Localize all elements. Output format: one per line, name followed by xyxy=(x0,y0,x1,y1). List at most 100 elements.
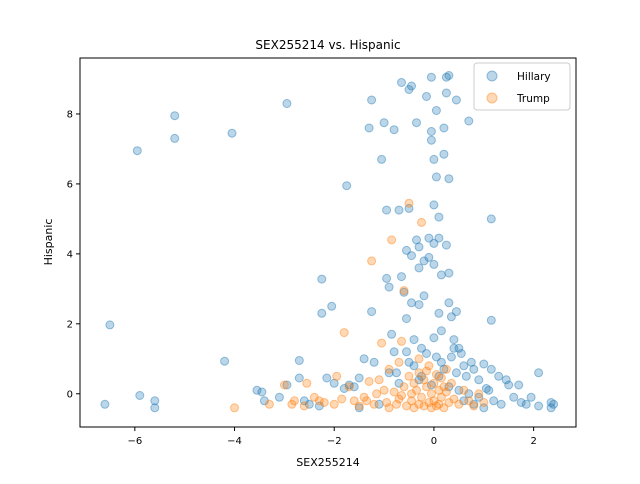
point-trump-42 xyxy=(417,392,426,402)
point-hillary-124 xyxy=(526,392,536,402)
point-hillary-100 xyxy=(451,95,461,105)
point-trump-17 xyxy=(367,256,377,266)
point-trump-29 xyxy=(394,394,404,404)
point-trump-36 xyxy=(407,396,416,406)
point-hillary-65 xyxy=(419,256,429,266)
point-hillary-63 xyxy=(417,343,426,353)
point-hillary-64 xyxy=(417,371,426,381)
point-hillary-60 xyxy=(414,242,424,252)
point-hillary-25 xyxy=(339,384,349,393)
point-trump-4 xyxy=(289,396,299,406)
point-hillary-69 xyxy=(424,233,434,243)
point-hillary-61 xyxy=(414,263,424,273)
chart-title: SEX255214 vs. Hispanic xyxy=(255,38,400,52)
y-tick-label: 6 xyxy=(67,179,73,190)
point-hillary-59 xyxy=(412,235,421,245)
point-hillary-11 xyxy=(257,387,267,397)
point-hillary-29 xyxy=(354,373,364,383)
y-axis-ticks: 0 2 4 6 8 xyxy=(67,109,80,400)
point-hillary-76 xyxy=(429,200,439,210)
point-trump-56 xyxy=(436,373,446,383)
point-hillary-121 xyxy=(514,380,524,390)
point-trump-61 xyxy=(444,398,454,407)
point-trump-71 xyxy=(414,354,424,364)
point-hillary-148 xyxy=(354,403,364,413)
point-trump-10 xyxy=(332,371,342,381)
point-trump-78 xyxy=(422,366,431,376)
point-trump-54 xyxy=(434,385,444,395)
point-hillary-51 xyxy=(404,85,414,94)
point-hillary-122 xyxy=(516,398,526,407)
point-hillary-110 xyxy=(479,359,489,369)
point-hillary-58 xyxy=(412,118,421,128)
point-hillary-44 xyxy=(394,205,404,215)
point-trump-62 xyxy=(446,378,456,388)
point-hillary-12 xyxy=(259,396,269,406)
point-hillary-127 xyxy=(546,403,556,413)
point-hillary-48 xyxy=(402,245,411,255)
point-hillary-102 xyxy=(454,343,464,353)
point-trump-22 xyxy=(382,398,392,407)
point-trump-73 xyxy=(397,391,406,400)
point-trump-37 xyxy=(409,378,419,388)
point-trump-58 xyxy=(439,382,449,392)
point-trump-77 xyxy=(314,396,324,406)
point-trump-13 xyxy=(349,396,359,406)
point-trump-48 xyxy=(426,389,436,399)
point-hillary-50 xyxy=(402,347,411,357)
point-hillary-49 xyxy=(402,314,411,324)
point-hillary-36 xyxy=(379,118,389,128)
legend: Hillary Trump xyxy=(473,62,571,111)
point-hillary-107 xyxy=(466,357,476,367)
point-hillary-66 xyxy=(419,291,429,301)
point-hillary-6 xyxy=(170,111,180,121)
point-trump-19 xyxy=(374,375,384,385)
point-trump-79 xyxy=(441,364,451,374)
point-trump-63 xyxy=(449,394,459,404)
point-hillary-85 xyxy=(436,270,446,280)
point-hillary-77 xyxy=(429,238,439,248)
point-trump-40 xyxy=(414,368,424,378)
points-layer xyxy=(100,71,559,413)
point-trump-52 xyxy=(431,370,441,379)
point-trump-7 xyxy=(309,392,319,402)
point-hillary-8 xyxy=(220,356,230,366)
y-tick-label: 8 xyxy=(67,109,73,120)
point-hillary-80 xyxy=(431,172,441,182)
point-trump-31 xyxy=(399,286,409,296)
point-hillary-108 xyxy=(469,364,479,374)
point-hillary-39 xyxy=(384,282,394,292)
point-hillary-126 xyxy=(534,401,544,411)
point-hillary-137 xyxy=(384,368,394,378)
point-trump-38 xyxy=(409,403,419,413)
point-hillary-3 xyxy=(135,391,145,400)
point-hillary-99 xyxy=(449,343,459,353)
point-hillary-4 xyxy=(150,396,160,406)
point-hillary-38 xyxy=(382,205,392,215)
point-trump-16 xyxy=(364,377,374,386)
point-trump-5 xyxy=(299,401,309,411)
point-trump-39 xyxy=(412,385,421,395)
point-hillary-72 xyxy=(426,127,436,136)
point-hillary-27 xyxy=(344,380,354,390)
point-trump-11 xyxy=(339,328,349,338)
plot-frame xyxy=(79,57,577,428)
point-trump-60 xyxy=(441,387,451,397)
point-trump-49 xyxy=(426,403,436,413)
point-trump-35 xyxy=(404,371,414,381)
y-tick-label: 4 xyxy=(67,249,73,260)
point-hillary-96 xyxy=(446,312,456,322)
point-hillary-134 xyxy=(464,389,474,399)
point-trump-74 xyxy=(372,389,382,399)
point-trump-67 xyxy=(469,401,479,411)
x-axis-label: SEX255214 xyxy=(296,456,359,469)
x-tick-label: −2 xyxy=(327,436,342,447)
point-trump-12 xyxy=(344,382,354,392)
point-trump-50 xyxy=(429,378,439,388)
point-trump-6 xyxy=(302,378,312,388)
point-trump-34 xyxy=(404,198,414,208)
point-hillary-92 xyxy=(444,71,454,80)
point-hillary-41 xyxy=(389,125,399,135)
point-hillary-83 xyxy=(434,233,444,243)
point-hillary-78 xyxy=(429,259,439,269)
